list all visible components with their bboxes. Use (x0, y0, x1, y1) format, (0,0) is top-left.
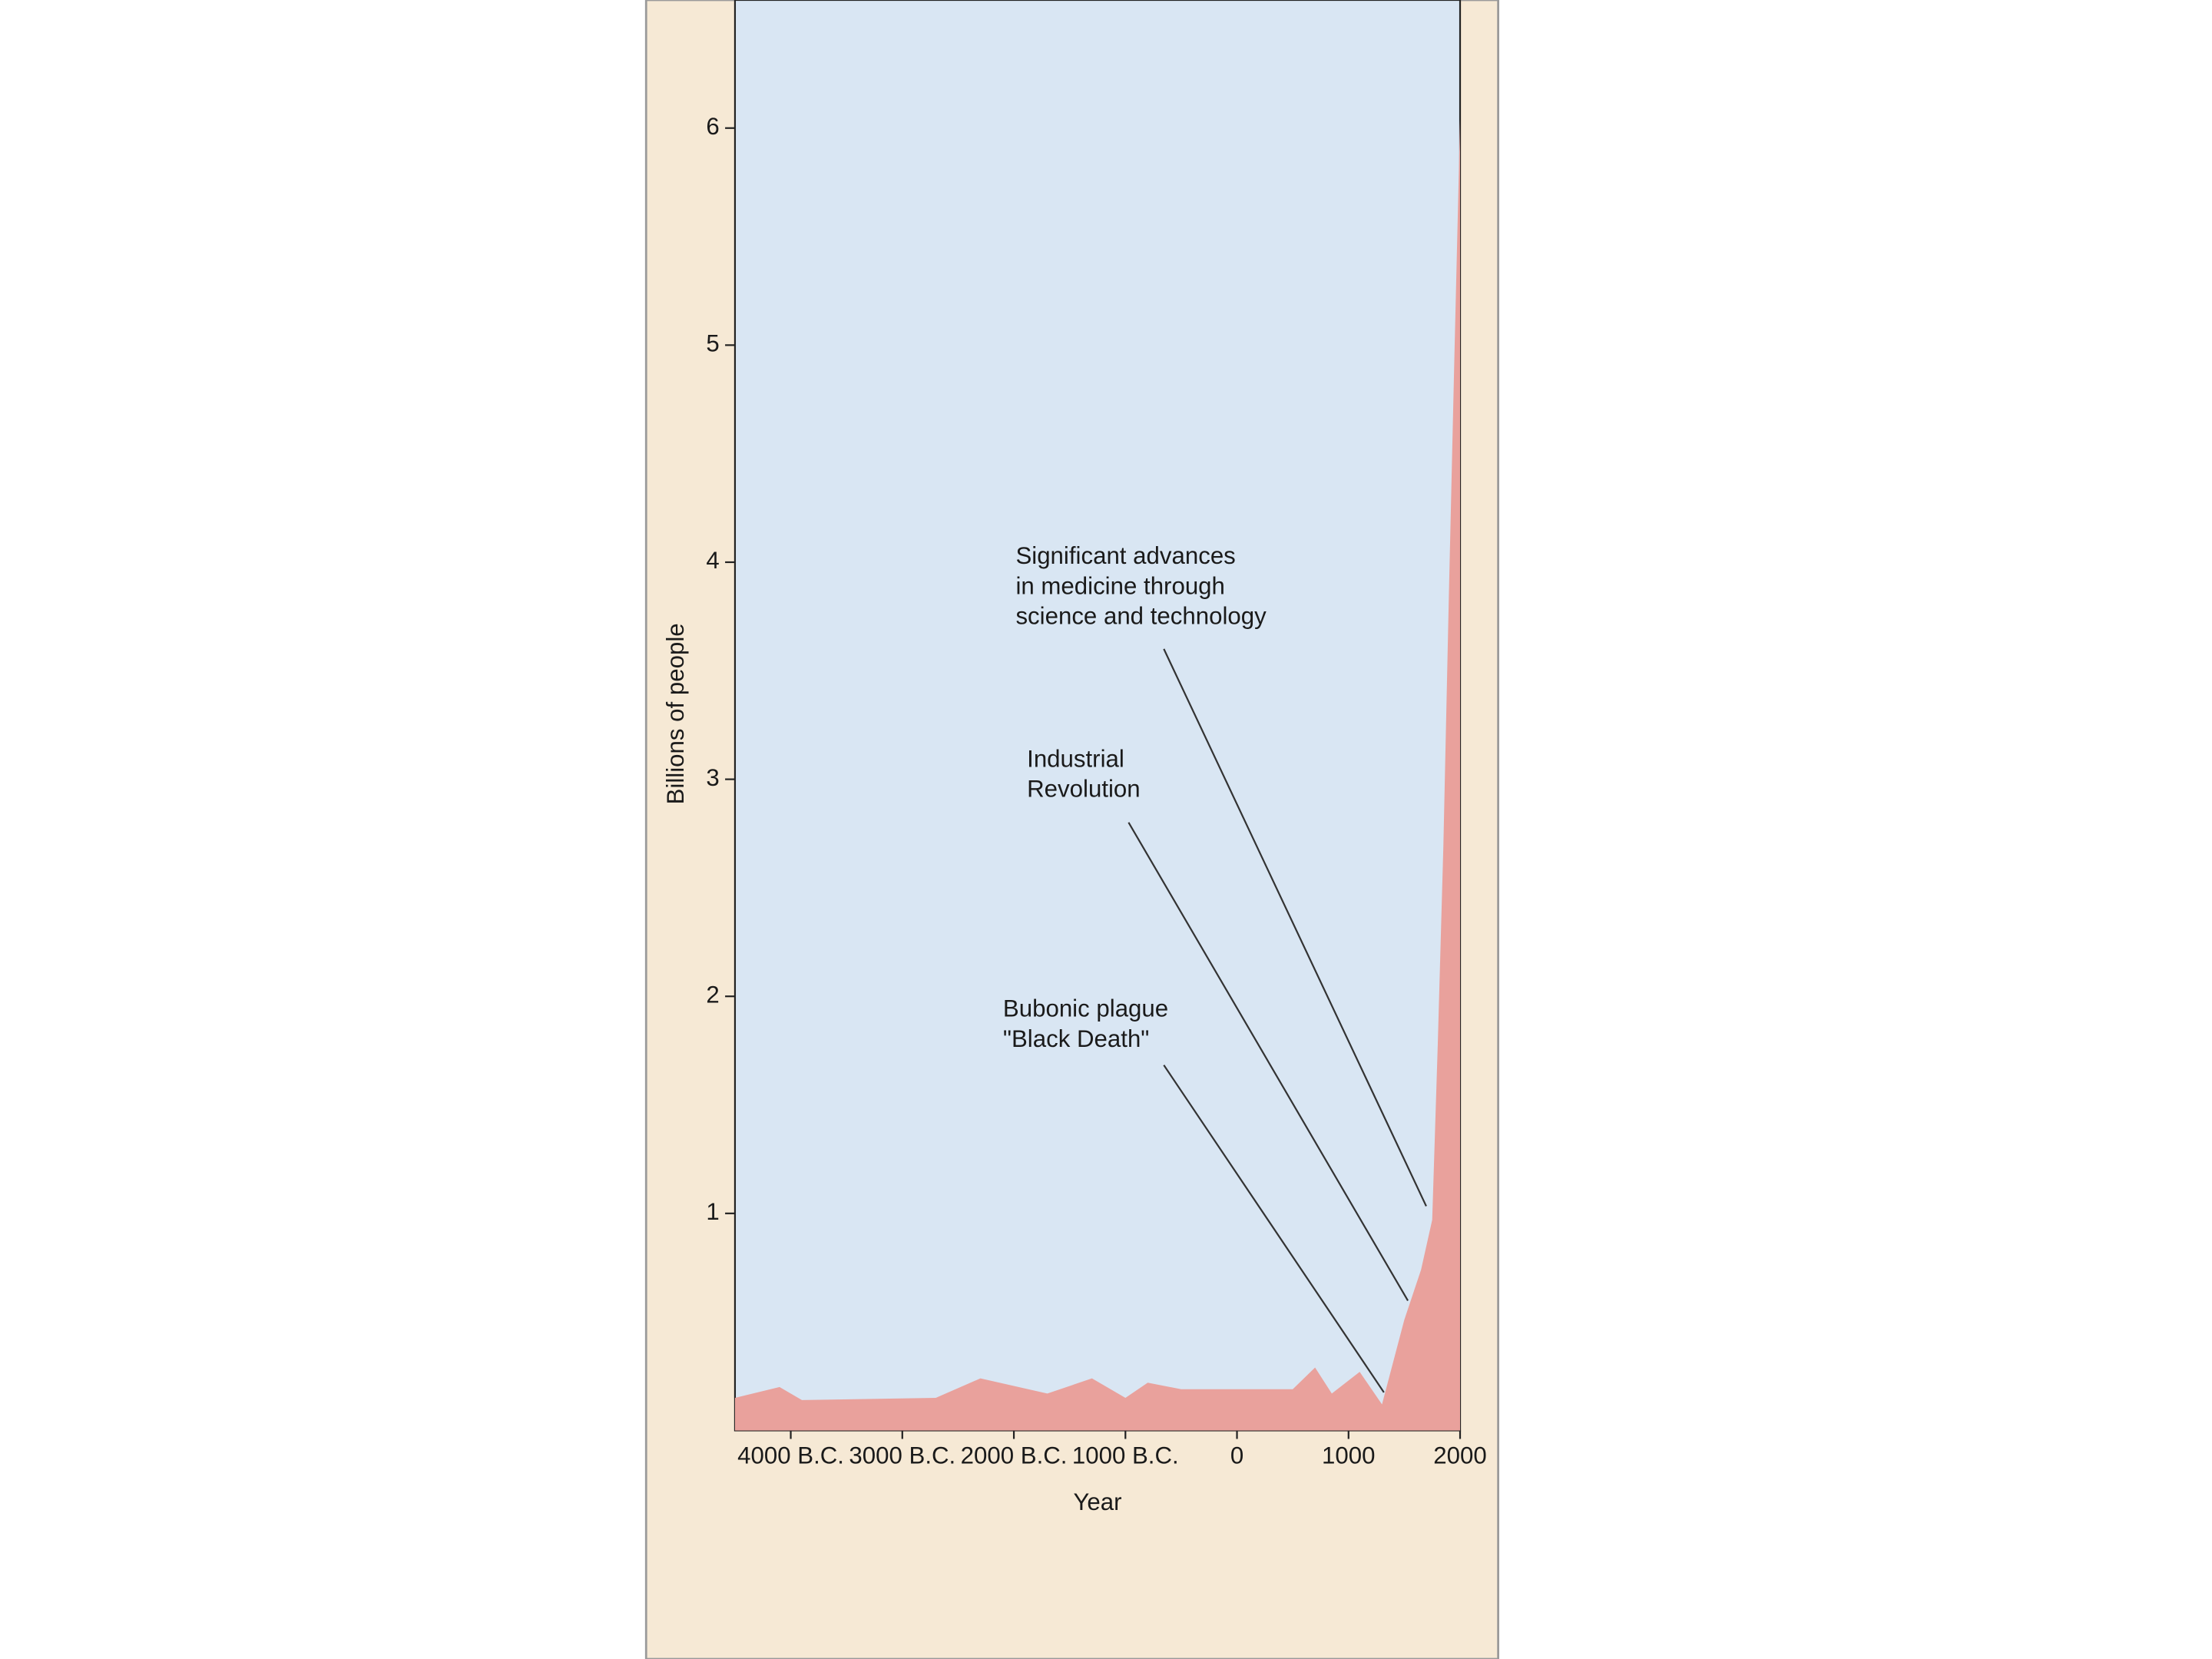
y-tick-label: 4 (706, 547, 719, 574)
y-tick-label: 5 (706, 330, 719, 357)
leader-line (1163, 1065, 1385, 1393)
y-tick-label: 6 (706, 113, 719, 140)
x-axis-label: Year (1073, 1488, 1121, 1515)
x-tick-label: 1000 (1322, 1442, 1375, 1469)
annotation: in medicine through (1015, 572, 1224, 599)
annotation: Industrial (1027, 745, 1124, 772)
y-tick-label: 1 (706, 1198, 719, 1225)
y-tick-label: 2 (706, 981, 719, 1008)
y-axis-label: Billions of people (662, 623, 689, 804)
annotation: Significant advances (1015, 542, 1235, 569)
annotation: Bubonic plague (1003, 995, 1168, 1022)
annotation: Revolution (1027, 776, 1141, 803)
leader-line (1163, 648, 1427, 1207)
leader-line (1128, 822, 1409, 1302)
x-tick-label: 4000 B.C. (737, 1442, 844, 1469)
annotation: science and technology (1015, 603, 1267, 630)
y-tick-label: 3 (706, 764, 719, 791)
plot-area (733, 0, 1462, 1432)
x-tick-label: 1000 B.C. (1072, 1442, 1179, 1469)
x-tick-label: 3000 B.C. (849, 1442, 955, 1469)
annotation: "Black Death" (1003, 1025, 1149, 1052)
x-tick-label: 2000 B.C. (961, 1442, 1068, 1469)
x-tick-label: 2000 (1433, 1442, 1486, 1469)
x-tick-label: 0 (1230, 1442, 1243, 1469)
